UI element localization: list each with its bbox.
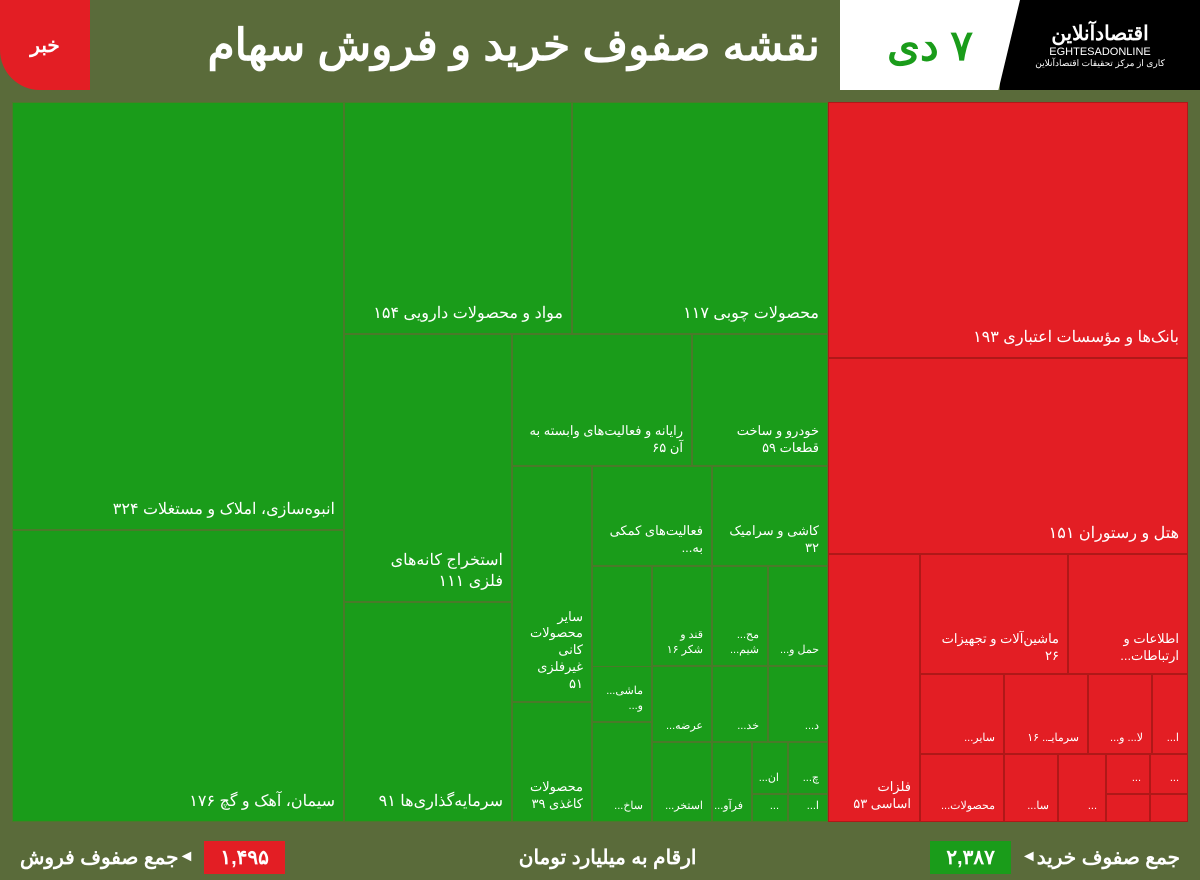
treemap-cell[interactable]: ... [1150, 754, 1188, 794]
page-title: نقشه صفوف خرید و فروش سهام [90, 20, 840, 71]
treemap-cell[interactable]: قند و شکر ۱۶ [652, 566, 712, 666]
treemap-cell[interactable]: ساخ... [592, 722, 652, 822]
treemap-cell[interactable]: محصولات... [920, 754, 1004, 822]
footer: جمع صفوف خرید ◄ ۲,۳۸۷ ارقام به میلیارد ت… [0, 834, 1200, 880]
treemap-cell[interactable]: فلزات اساسی ۵۳ [828, 554, 920, 822]
arrow-icon: ◄ [179, 848, 195, 866]
treemap-cell[interactable]: ... [752, 794, 788, 822]
treemap-cell[interactable]: ا... [788, 794, 828, 822]
treemap-cell[interactable]: چ... [788, 742, 828, 794]
treemap-cell[interactable] [1106, 794, 1150, 822]
buy-total-label: جمع صفوف خرید [1037, 845, 1180, 870]
treemap-cell[interactable]: سیمان، آهک و گچ ۱۷۶ [12, 530, 344, 822]
treemap-cell[interactable]: هتل و رستوران ۱۵۱ [828, 358, 1188, 554]
treemap-cell[interactable]: ... [1058, 754, 1106, 822]
treemap-cell[interactable]: ان... [752, 742, 788, 794]
treemap-cell[interactable]: ماشین‌آلات و تجهیزات ۲۶ [920, 554, 1068, 674]
treemap-cell[interactable]: لا... و... [1088, 674, 1152, 754]
buy-total-value: ۲,۳۸۷ [930, 841, 1011, 874]
treemap-cell[interactable]: سا... [1004, 754, 1058, 822]
treemap-cell[interactable]: ماشی... و... [592, 666, 652, 722]
header: اقتصادآنلاین EGHTESADONLINE کاری از مرکز… [0, 0, 1200, 90]
arrow-icon: ◄ [1021, 848, 1037, 866]
treemap-cell[interactable]: محصولات چوبی ۱۱۷ [572, 102, 828, 334]
treemap-cell[interactable]: فرآو... [712, 742, 752, 822]
treemap-cell[interactable]: خد... [712, 666, 768, 742]
treemap-cell[interactable]: رایانه و فعالیت‌های وابسته به آن ۶۵ [512, 334, 692, 466]
treemap-cell[interactable]: بانک‌ها و مؤسسات اعتباری ۱۹۳ [828, 102, 1188, 358]
logo-khabar: خبر [0, 0, 90, 90]
footer-unit: ارقام به میلیارد تومان [295, 845, 920, 870]
treemap-cell[interactable]: سرمایـ.. ۱۶ [1004, 674, 1088, 754]
treemap-cell[interactable]: مواد و محصولات دارویی ۱۵۴ [344, 102, 572, 334]
logo-eghtesadonline: اقتصادآنلاین EGHTESADONLINE کاری از مرکز… [1000, 0, 1200, 90]
treemap-cell[interactable]: محصولات کاغذی ۳۹ [512, 702, 592, 822]
treemap-cell[interactable]: انبوه‌سازی، املاک و مستغلات ۳۲۴ [12, 102, 344, 530]
treemap-cell[interactable]: سرمایه‌گذاری‌ها ۹۱ [344, 602, 512, 822]
treemap-cell[interactable]: سایر محصولات کانی غیرفلزی ۵۱ [512, 466, 592, 702]
treemap-cell[interactable]: ا... [1152, 674, 1188, 754]
date-badge: ۷ دی [840, 0, 1020, 90]
logo-sub: EGHTESADONLINE [1049, 46, 1150, 58]
treemap-cell[interactable]: خودرو و ساخت قطعات ۵۹ [692, 334, 828, 466]
treemap-cell[interactable]: مح... شیم... [712, 566, 768, 666]
logo-main: اقتصادآنلاین [1051, 21, 1148, 46]
treemap-cell[interactable]: ... [1106, 754, 1150, 794]
treemap-cell[interactable]: فعالیت‌های کمکی به... [592, 466, 712, 566]
treemap-cell[interactable]: عرضه... [652, 666, 712, 742]
sell-total-label: جمع صفوف فروش [20, 845, 179, 870]
treemap-cell[interactable]: سایر... [920, 674, 1004, 754]
sell-total-value: ۱,۴۹۵ [204, 841, 285, 874]
treemap-cell[interactable]: استخر... [652, 742, 712, 822]
treemap-cell[interactable]: حمل و... [768, 566, 828, 666]
treemap-cell[interactable]: کاشی و سرامیک ۳۲ [712, 466, 828, 566]
treemap-cell[interactable]: استخراج کانه‌های فلزی ۱۱۱ [344, 334, 512, 602]
treemap-chart: صف خرید صف فروش انبوه‌سازی، املاک و مستغ… [12, 102, 1188, 822]
treemap-cell[interactable]: اطلاعات و ارتباطات... [1068, 554, 1188, 674]
treemap-cell[interactable]: د... [768, 666, 828, 742]
logo-tag: کاری از مرکز تحقیقات اقتصادآنلاین [1035, 58, 1164, 69]
treemap-cell[interactable] [1150, 794, 1188, 822]
